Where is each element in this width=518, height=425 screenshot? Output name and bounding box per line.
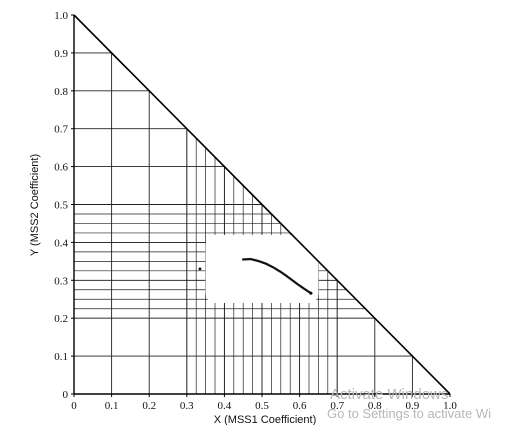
y-tick-label: 0.4 [54,237,68,249]
activation-watermark-title: Activate Windows [330,386,449,403]
x-tick-label: 0.8 [368,400,382,412]
data-points [198,257,313,295]
data-point [309,291,313,295]
activation-watermark-text: Go to Settings to activate Wi [327,406,492,421]
y-tick-label: 0.6 [54,162,68,174]
y-tick-label: 0.8 [54,86,68,98]
x-tick-label: 0.3 [180,400,194,412]
grid-lines [74,52,413,394]
x-tick-label: 0.2 [142,400,156,412]
triangle-boundary [73,14,451,395]
y-tick-label: 0.9 [54,48,68,60]
y-tick-label: 0.2 [54,313,68,325]
y-tick-label: 0 [63,389,69,401]
y-axis-label: Y (MSS2 Coefficient) [29,154,41,256]
x-axis-label: X (MSS1 Coefficient) [214,414,317,425]
y-tick-label: 1.0 [54,10,68,22]
x-tick-label: 0.5 [255,400,269,412]
y-tick-label: 0.5 [54,200,68,212]
data-point [198,267,202,271]
y-tick-label: 0.7 [54,124,68,136]
tick-labels: 0 0.1 0.2 0.3 0.4 0.5 0.6 0.7 0.8 0.9 1.0 0 0.1 0.2 0.… [54,10,457,412]
x-tick-label: 0.6 [293,400,307,412]
x-tick-label: 0 [71,400,77,412]
empty-region [205,234,319,304]
y-tick-label: 0.3 [54,275,68,287]
y-tick-label: 0.1 [54,351,68,363]
x-tick-label: 0.1 [105,400,119,412]
x-tick-label: 0.4 [218,400,232,412]
x-tick-label: 0.7 [330,400,344,412]
x-tick-label: 0.9 [406,400,420,412]
x-tick-label: 1.0 [443,400,457,412]
